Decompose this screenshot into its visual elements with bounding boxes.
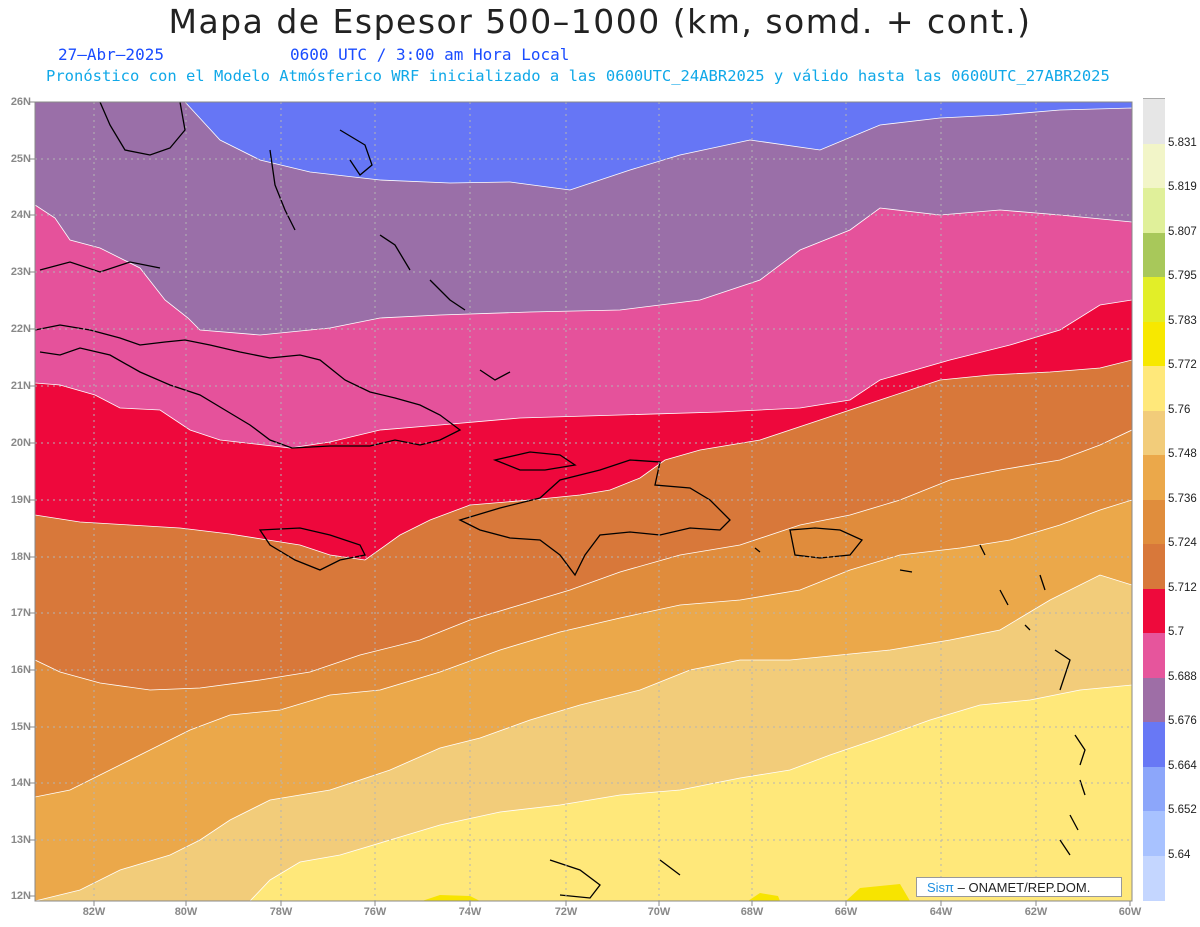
colorbar-label: 5.724 xyxy=(1168,537,1197,549)
lat-label: 14N xyxy=(10,777,31,789)
valid-date: 27–Abr–2025 xyxy=(58,45,164,64)
lon-label: 74W xyxy=(458,906,482,918)
lat-label: 17N xyxy=(10,607,31,619)
map-frame xyxy=(34,101,1133,902)
colorbar-label: 5.748 xyxy=(1168,448,1197,460)
colorbar-swatch xyxy=(1143,321,1165,367)
colorbar-swatch xyxy=(1143,366,1165,412)
band-5-772 xyxy=(422,884,910,901)
colorbar-swatch xyxy=(1143,232,1165,278)
colorbar-swatch xyxy=(1143,588,1165,634)
axis-ticks xyxy=(30,101,1131,906)
lat-label: 23N xyxy=(10,266,31,278)
colorbar-swatch xyxy=(1143,544,1165,590)
colorbar-label: 5.795 xyxy=(1168,270,1197,282)
colorbar-swatch xyxy=(1143,811,1165,857)
colorbar-label: 5.831 xyxy=(1168,137,1197,149)
colorbar-swatch xyxy=(1143,677,1165,723)
lat-label: 20N xyxy=(10,437,31,449)
coastlines xyxy=(35,102,1086,899)
lat-label: 16N xyxy=(10,664,31,676)
lat-label: 21N xyxy=(10,380,31,392)
lat-label: 24N xyxy=(10,209,31,221)
lon-label: 70W xyxy=(647,906,671,918)
lon-label: 76W xyxy=(363,906,387,918)
lon-label: 72W xyxy=(554,906,578,918)
credit-brand: Sisπ xyxy=(927,880,955,895)
map-title: Mapa de Espesor 500–1000 (km, somd. + co… xyxy=(168,2,1032,41)
lat-label: 25N xyxy=(10,153,31,165)
colorbar-label: 5.783 xyxy=(1168,315,1197,327)
colorbar-label: 5.712 xyxy=(1168,582,1197,594)
colorbar-label: 5.664 xyxy=(1168,760,1197,772)
colorbar-label: 5.676 xyxy=(1168,715,1197,727)
valid-time: 0600 UTC / 3:00 am Hora Local xyxy=(290,45,570,64)
colorbar-swatch xyxy=(1143,722,1165,768)
colorbar-label: 5.772 xyxy=(1168,359,1197,371)
lat-label: 26N xyxy=(10,96,31,108)
colorbar-swatch xyxy=(1143,188,1165,234)
lat-label: 22N xyxy=(10,323,31,335)
colorbar-swatch xyxy=(1143,410,1165,456)
colorbar-label: 5.76 xyxy=(1168,404,1191,416)
colorbar-label: 5.7 xyxy=(1168,626,1184,638)
lon-label: 82W xyxy=(82,906,106,918)
lon-label: 68W xyxy=(740,906,764,918)
colorbar-label: 5.652 xyxy=(1168,804,1197,816)
colorbar-label: 5.688 xyxy=(1168,671,1197,683)
lat-label: 13N xyxy=(10,834,31,846)
colorbar-label: 5.807 xyxy=(1168,226,1197,238)
lon-label: 80W xyxy=(174,906,198,918)
lon-label: 60W xyxy=(1118,906,1142,918)
colorbar-swatch xyxy=(1143,277,1165,323)
lat-label: 15N xyxy=(10,721,31,733)
colorbar-swatch xyxy=(1143,455,1165,501)
lon-label: 62W xyxy=(1024,906,1048,918)
lon-label: 66W xyxy=(834,906,858,918)
colorbar-swatch xyxy=(1143,766,1165,812)
colorbar-swatch xyxy=(1143,633,1165,679)
colorbar-label: 5.736 xyxy=(1168,493,1197,505)
colorbar-label: 5.64 xyxy=(1168,849,1191,861)
colorbar-swatch xyxy=(1143,143,1165,189)
colorbar-swatch xyxy=(1143,855,1165,901)
lon-label: 64W xyxy=(929,906,953,918)
graticule xyxy=(35,102,1132,901)
colorbar-swatch xyxy=(1143,99,1165,145)
lat-label: 19N xyxy=(10,494,31,506)
credit-text: – ONAMET/REP.DOM. xyxy=(957,880,1091,895)
model-info-line: Pronóstico con el Modelo Atmósferico WRF… xyxy=(46,67,1110,85)
lat-label: 18N xyxy=(10,551,31,563)
lon-label: 78W xyxy=(269,906,293,918)
lat-label: 12N xyxy=(10,890,31,902)
colorbar-label: 5.819 xyxy=(1168,181,1197,193)
credit-box: Sisπ – ONAMET/REP.DOM. xyxy=(916,877,1122,897)
colorbar-swatch xyxy=(1143,499,1165,545)
